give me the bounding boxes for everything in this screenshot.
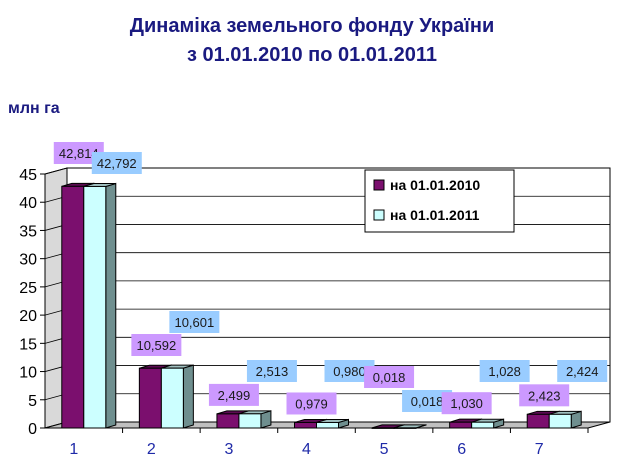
data-label-box [91,152,142,174]
data-label-text: 2,423 [528,388,561,403]
data-label-box [402,390,453,412]
data-label-2010-5: 0,018 [364,366,415,388]
y-tick-label: 45 [19,167,37,184]
legend-label-2010: на 01.01.2010 [390,177,480,193]
legend-swatch-2011 [373,209,385,221]
data-label-2011-7: 2,424 [557,360,608,382]
x-tick-label: 7 [535,441,544,458]
data-label-text: 10,592 [136,338,176,353]
x-tick-label: 3 [224,441,233,458]
data-label-text: 1,030 [450,396,483,411]
gridline [44,167,610,175]
y-tick-label: 10 [19,365,37,382]
y-tick-label: 25 [19,280,37,297]
data-label-text: 0,979 [295,396,328,411]
bars [61,182,582,429]
data-label-box [286,392,337,415]
y-axis-unit-label: млн га [8,100,60,117]
x-tick-label: 2 [147,441,156,458]
data-label-text: 1,028 [488,364,521,379]
bar-side [105,182,117,429]
bar-2011-1 [83,182,117,429]
data-label-box [169,311,220,333]
bar-2011-7 [548,410,582,429]
y-tick-label: 5 [28,393,37,410]
legend-label-2011: на 01.01.2011 [390,207,480,223]
data-label-2010-4: 0,979 [286,392,337,415]
bar-front [83,185,107,429]
y-tick-label: 30 [19,252,37,269]
data-label-2010-1: 42,814 [53,142,104,164]
data-label-box [208,383,259,406]
data-label-text: 10,601 [174,315,214,330]
x-axis-ticks: 1 2 3 4 5 6 7 [45,427,589,458]
data-label-2011-4: 0,980 [324,360,375,382]
data-label-box [557,360,608,382]
data-label-box [246,360,297,382]
x-tick-label: 5 [380,441,389,458]
data-label-text: 2,513 [256,364,289,379]
data-label-2011-5: 0,018 [402,390,453,412]
chart-title: Динаміка земельного фонду України з 01.0… [0,12,624,70]
y-tick-label: 20 [19,308,37,325]
data-label-text: 2,499 [218,388,251,403]
data-label-box [364,366,415,388]
data-label-box [479,360,530,382]
data-label-2010-2: 10,592 [131,334,182,356]
bar-front [449,421,473,429]
data-label-2011-3: 2,513 [246,360,297,382]
bar-front [216,413,240,429]
legend: на 01.01.2010 на 01.01.2011 [364,169,515,233]
bar-front [471,421,495,429]
y-tick-label: 40 [19,195,37,212]
bar-side [182,364,194,429]
bar-front [160,367,184,429]
bar-2011-6 [471,418,505,429]
data-label-2011-2: 10,601 [169,311,220,333]
bar-front [316,421,339,429]
y-tick-label: 15 [19,336,37,353]
bar-2011-2 [160,364,194,429]
bar-front [548,413,572,429]
bar-front [526,413,550,429]
chart-title-line-1: Динаміка земельного фонду України [129,15,495,37]
bar-2011-3 [238,410,272,429]
data-label-text: 0,018 [373,370,406,385]
data-label-2010-7: 2,423 [519,384,570,407]
data-label-2010-6: 1,030 [441,392,492,415]
data-label-text: 0,980 [333,364,366,379]
y-tick-label: 0 [28,421,37,438]
data-label-text: 42,792 [97,156,137,171]
x-tick-label: 1 [69,441,78,458]
data-label-2010-3: 2,499 [208,383,259,406]
data-label-text: 0,018 [411,394,444,409]
legend-box [364,169,515,233]
data-label-box [324,360,375,382]
data-label-2011-6: 1,028 [479,360,530,382]
bar-front [61,185,85,429]
x-tick-label: 6 [457,441,466,458]
data-label-box [441,392,492,415]
data-label-2011-1: 42,792 [91,152,142,174]
legend-swatch-2010 [373,179,385,191]
data-label-text: 2,424 [566,364,599,379]
bar-front [138,367,162,429]
data-label-box [53,142,104,164]
bar-front [238,413,262,429]
data-label-box [131,334,182,356]
x-tick-label: 4 [302,441,311,458]
data-label-box [519,384,570,407]
chart-title-line-2: з 01.01.2010 по 01.01.2011 [187,44,437,66]
bar-front [294,421,317,429]
y-tick-label: 35 [19,223,37,240]
data-label-text: 42,814 [59,146,99,161]
bar-2011-4 [316,418,349,429]
